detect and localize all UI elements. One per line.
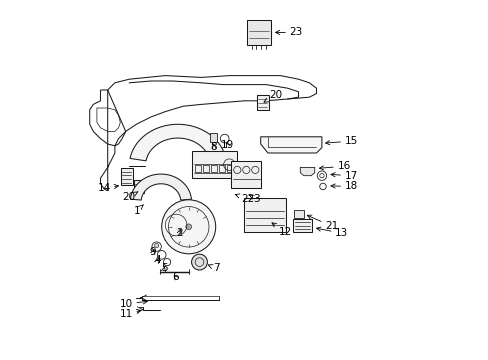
Text: 2: 2 [176,228,183,238]
Bar [210,133,216,142]
Text: 21: 21 [306,215,338,231]
Bar [195,165,201,172]
Polygon shape [130,174,191,200]
Text: 3: 3 [249,194,260,204]
Text: 13: 13 [316,227,348,238]
Bar [257,95,268,110]
Circle shape [191,254,207,270]
Bar [134,180,144,193]
Text: 19: 19 [220,140,234,150]
Bar [211,165,216,172]
Bar [247,20,270,45]
Bar [203,165,208,172]
Text: 1: 1 [133,205,143,216]
Text: 18: 18 [330,181,357,192]
Text: 10: 10 [120,299,147,309]
Bar [294,210,304,218]
Polygon shape [300,167,314,176]
Text: 9: 9 [149,247,156,257]
Polygon shape [260,137,321,153]
Text: 23: 23 [275,27,302,37]
Circle shape [154,243,159,248]
Text: 22: 22 [235,194,254,204]
Bar [121,168,133,185]
Text: 7: 7 [208,263,219,273]
Bar [230,161,261,188]
Text: 20: 20 [122,192,138,202]
Text: 15: 15 [325,136,357,146]
Circle shape [185,224,191,230]
Bar [226,165,232,172]
Text: 11: 11 [120,309,141,319]
Text: 14: 14 [97,183,118,193]
Text: 20: 20 [264,90,282,102]
Text: 5: 5 [161,263,167,273]
Text: 17: 17 [330,171,357,181]
Bar [244,198,285,232]
Text: 6: 6 [172,272,179,282]
Text: 16: 16 [319,161,350,171]
Polygon shape [130,124,225,161]
Bar [219,165,224,172]
Bar [292,219,311,232]
Text: 12: 12 [271,223,291,237]
Bar [192,151,237,178]
Text: 4: 4 [154,255,161,265]
Circle shape [162,200,215,254]
Text: 8: 8 [210,142,217,152]
